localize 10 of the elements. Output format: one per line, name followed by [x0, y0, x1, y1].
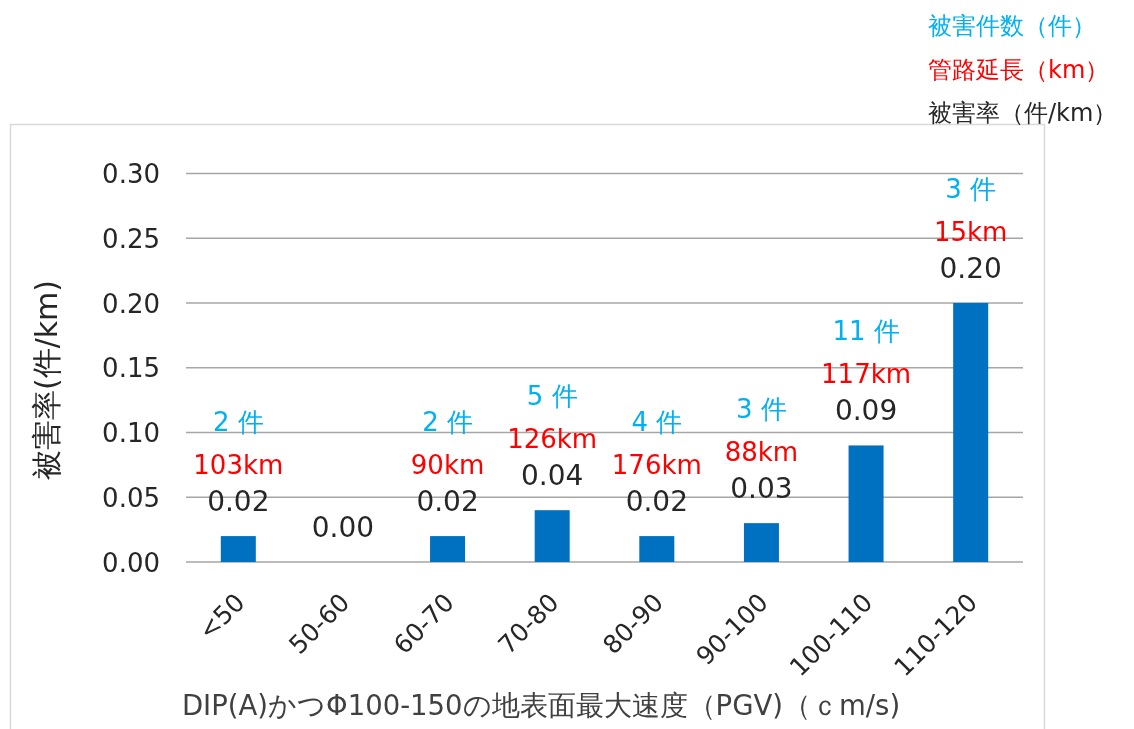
x-axis-title: DIP(A)かつΦ100-150の地表面最大速度（PGV)（ｃm/s): [181, 689, 901, 721]
y-tick-label: 0.10: [102, 418, 160, 448]
y-tick-label: 0.20: [102, 288, 160, 319]
y-tick-label: 0.30: [102, 159, 160, 189]
y-tick-label: 0.15: [102, 353, 160, 384]
y-axis-title: 被害率(件/km): [29, 279, 64, 481]
x-tick-label: <50: [192, 587, 251, 646]
y-tick-label: 0.05: [102, 482, 160, 513]
y-tick-label: 0.00: [102, 547, 160, 578]
y-tick-label: 0.25: [102, 223, 160, 254]
